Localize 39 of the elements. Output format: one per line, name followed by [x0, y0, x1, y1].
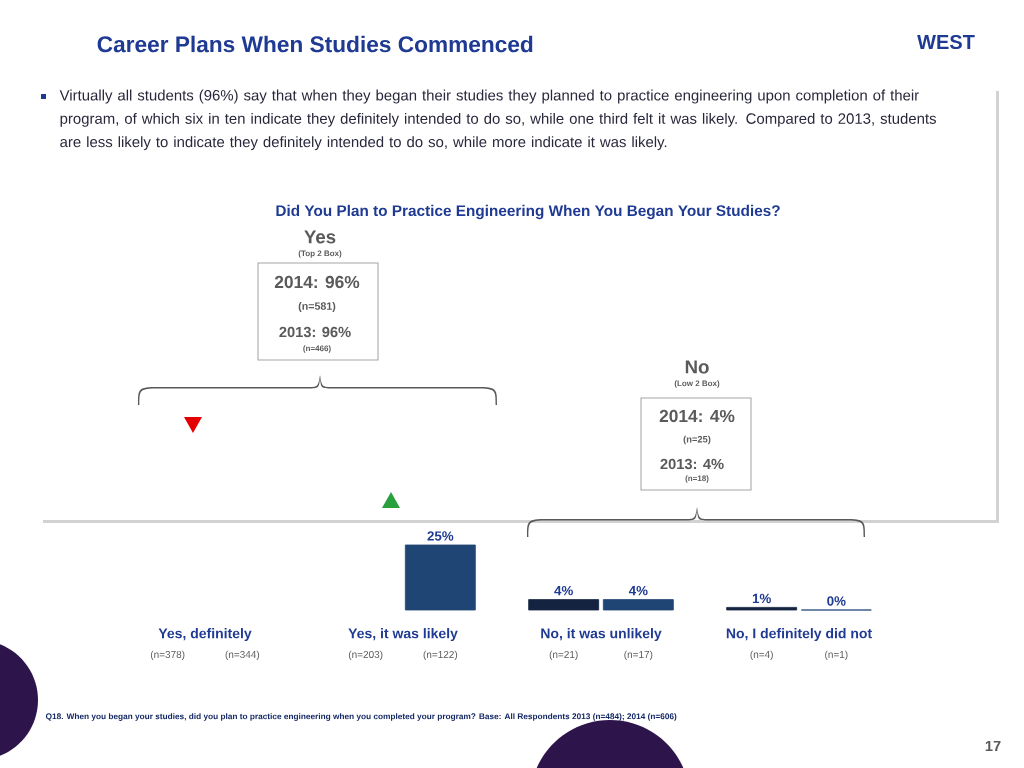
data-label: 1%: [752, 593, 771, 604]
text: 2013: 4%: [660, 458, 724, 470]
text: 2013: 96%: [279, 326, 351, 338]
text: (n=4): [750, 650, 773, 660]
text: (n=581): [298, 302, 336, 312]
bar: [602, 599, 674, 611]
text: 2014: 96%: [274, 275, 360, 289]
text: (n=203): [348, 650, 383, 660]
text: (n=21): [549, 650, 578, 660]
chart-title: Career Plans When Studies Commenced: [97, 35, 533, 53]
text: (n=1): [825, 650, 848, 660]
text: Q18. When you began your studies, did you plan to practice engineering when you completed your program? Base: All Respondents 2013 (n=484); 2014 (n=606): [45, 713, 677, 721]
text: WEST: [917, 34, 975, 50]
text: (n=25): [683, 435, 711, 445]
x-tick-label: Yes, it was likely: [348, 628, 458, 642]
x-tick-label: No, I definitely did not: [726, 628, 872, 642]
text: (n=17): [624, 650, 653, 660]
text: (n=466): [303, 345, 331, 353]
text: (n=378): [150, 650, 185, 660]
data-label: 4%: [554, 585, 573, 596]
x-tick-label: Yes, definitely: [158, 628, 252, 642]
bar: [726, 607, 798, 611]
data-label: 4%: [628, 585, 648, 596]
data-label: 25%: [427, 531, 454, 541]
text: 2014: 4%: [659, 409, 735, 423]
text: (Low 2 Box): [674, 380, 720, 388]
text: (n=344): [225, 650, 260, 660]
text: 17: [985, 740, 1001, 752]
text: (Top 2 Box): [298, 250, 342, 258]
text: (n=122): [423, 650, 458, 660]
text: Virtually all students (96%) say that when they began their studies they planned to practice engineering upon completion of their program, of which six in ten indicate they definitely intended to do so, while one third felt it was likely. Compared to 2013, students are less likely to indicate they definitely intended to do so, while more indicate it was likely.: [59, 89, 936, 151]
text: (n=18): [685, 475, 709, 483]
text: Yes: [304, 230, 336, 244]
text: No: [685, 360, 709, 374]
x-tick-label: No, it was unlikely: [541, 628, 662, 642]
chart-subtitle: Did You Plan to Practice Engineering When You Began Your Studies?: [276, 204, 780, 220]
bar: [404, 544, 476, 611]
bar: [528, 599, 600, 611]
data-label: 0%: [827, 596, 846, 606]
